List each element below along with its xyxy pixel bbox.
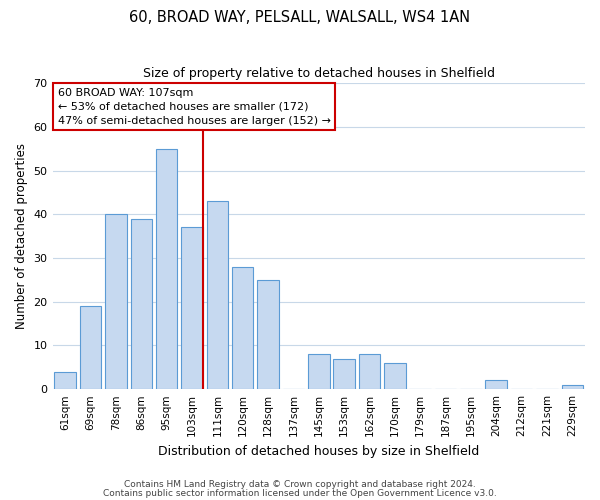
Bar <box>308 354 329 389</box>
Text: 60 BROAD WAY: 107sqm
← 53% of detached houses are smaller (172)
47% of semi-deta: 60 BROAD WAY: 107sqm ← 53% of detached h… <box>58 88 331 126</box>
Bar <box>232 266 253 389</box>
Bar <box>359 354 380 389</box>
Bar <box>55 372 76 389</box>
Bar <box>485 380 507 389</box>
Bar <box>334 358 355 389</box>
Bar <box>206 201 228 389</box>
Text: Contains public sector information licensed under the Open Government Licence v3: Contains public sector information licen… <box>103 490 497 498</box>
Text: 60, BROAD WAY, PELSALL, WALSALL, WS4 1AN: 60, BROAD WAY, PELSALL, WALSALL, WS4 1AN <box>130 10 470 25</box>
Title: Size of property relative to detached houses in Shelfield: Size of property relative to detached ho… <box>143 68 495 80</box>
Bar <box>131 218 152 389</box>
Y-axis label: Number of detached properties: Number of detached properties <box>15 143 28 329</box>
Bar <box>156 148 178 389</box>
Text: Contains HM Land Registry data © Crown copyright and database right 2024.: Contains HM Land Registry data © Crown c… <box>124 480 476 489</box>
X-axis label: Distribution of detached houses by size in Shelfield: Distribution of detached houses by size … <box>158 444 479 458</box>
Bar <box>384 363 406 389</box>
Bar <box>80 306 101 389</box>
Bar <box>105 214 127 389</box>
Bar <box>181 228 203 389</box>
Bar <box>257 280 279 389</box>
Bar <box>562 385 583 389</box>
